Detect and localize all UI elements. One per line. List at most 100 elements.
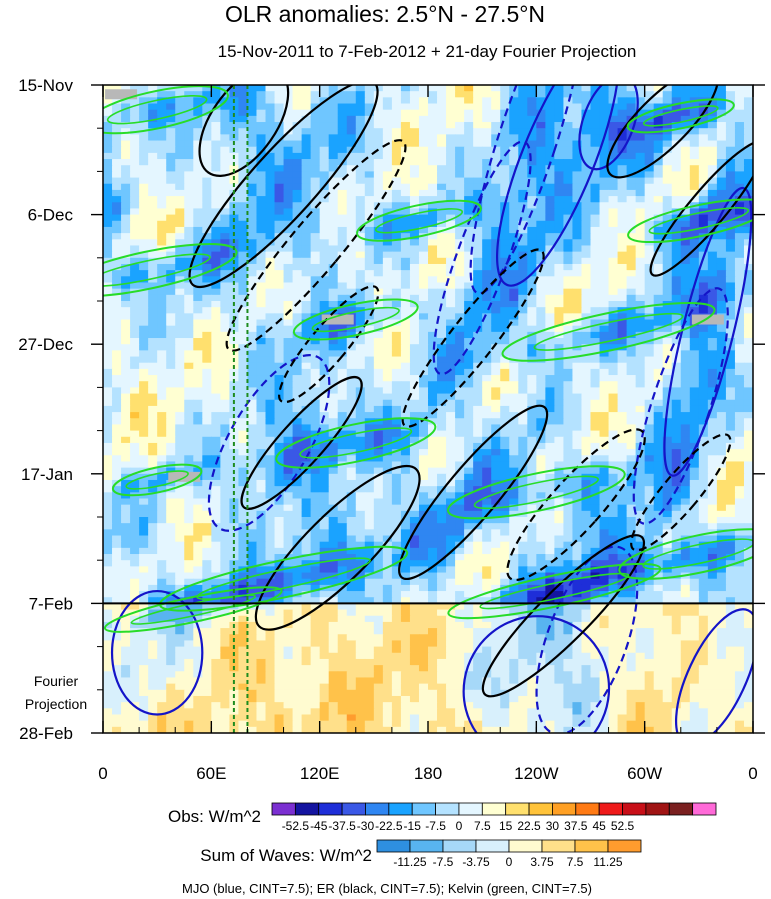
olr-cell	[698, 442, 709, 450]
olr-cell	[446, 362, 456, 370]
olr-cell	[175, 276, 185, 284]
olr-cell	[545, 220, 555, 228]
olr-cell	[364, 152, 375, 160]
olr-cell	[220, 245, 230, 253]
olr-cell	[473, 313, 483, 321]
olr-cell	[671, 418, 682, 426]
olr-cell	[491, 171, 501, 179]
olr-cell	[382, 109, 393, 117]
olr-cell	[400, 301, 411, 308]
olr-cell	[446, 412, 456, 419]
olr-cell	[707, 405, 718, 413]
olr-cell	[247, 109, 258, 117]
olr-cell	[698, 430, 709, 438]
olr-cell	[418, 399, 429, 407]
olr-cell	[256, 375, 267, 382]
olr-cell	[103, 381, 113, 388]
olr-cell	[671, 387, 682, 395]
olr-cell	[536, 473, 546, 481]
olr-cell	[455, 430, 465, 438]
olr-cell	[292, 319, 303, 327]
olr-cell	[130, 313, 140, 321]
olr-cell	[202, 146, 212, 154]
olr-cell	[283, 270, 294, 277]
olr-cell	[238, 146, 249, 154]
olr-cell	[346, 442, 357, 450]
olr-cell	[220, 412, 230, 419]
olr-cell	[617, 196, 628, 203]
olr-cell	[193, 492, 203, 500]
olr-cell	[626, 424, 637, 432]
olr-cell	[220, 430, 230, 438]
olr-cell	[310, 233, 321, 240]
olr-cell	[635, 381, 646, 388]
olr-cell	[554, 504, 565, 512]
olr-cell	[373, 498, 384, 506]
olr-cell	[292, 122, 303, 129]
olr-cell	[554, 288, 565, 296]
olr-cell	[743, 85, 753, 92]
olr-cell	[211, 97, 221, 105]
olr-cell	[337, 220, 348, 228]
olr-cell	[193, 424, 203, 432]
olr-cell	[743, 442, 753, 450]
olr-cell	[211, 208, 221, 216]
olr-cell	[473, 393, 483, 401]
olr-cell	[265, 356, 276, 364]
olr-cell	[175, 85, 185, 92]
olr-cell	[265, 97, 276, 105]
olr-cell	[635, 134, 646, 142]
olr-cell	[446, 331, 456, 339]
olr-cell	[229, 436, 240, 444]
olr-cell	[734, 152, 745, 160]
olr-cell	[418, 97, 429, 105]
olr-cell	[103, 436, 113, 444]
olr-cell	[139, 381, 149, 388]
olr-cell	[473, 282, 483, 290]
olr-cell	[446, 449, 456, 456]
olr-cell	[283, 313, 294, 321]
olr-cell	[680, 146, 691, 154]
olr-cell	[464, 436, 474, 444]
olr-cell	[220, 189, 230, 197]
olr-cell	[283, 208, 294, 216]
olr-cell	[671, 344, 682, 351]
olr-cell	[310, 344, 321, 351]
olr-cell	[698, 263, 709, 271]
olr-cell	[346, 263, 357, 271]
olr-cell	[545, 418, 555, 426]
olr-cell	[437, 128, 447, 135]
olr-cell	[409, 122, 420, 129]
olr-cell	[536, 115, 546, 123]
olr-cell	[229, 492, 240, 500]
olr-cell	[409, 196, 420, 203]
olr-cell	[590, 270, 601, 277]
olr-cell	[418, 424, 429, 432]
olr-cell	[184, 301, 194, 308]
olr-cell	[418, 461, 429, 469]
olr-cell	[337, 189, 348, 197]
olr-cell	[689, 362, 700, 370]
olr-cell	[337, 276, 348, 284]
olr-cell	[112, 362, 122, 370]
olr-cell	[509, 473, 519, 481]
olr-cell	[202, 307, 212, 314]
olr-cell	[716, 387, 727, 395]
olr-cell	[220, 214, 230, 222]
olr-cell	[590, 498, 601, 506]
olr-cell	[437, 319, 447, 327]
olr-cell	[698, 368, 709, 376]
olr-cell	[734, 251, 745, 259]
olr-cell	[157, 436, 167, 444]
olr-cell	[193, 226, 203, 234]
olr-cell	[734, 479, 745, 487]
olr-cell	[211, 479, 221, 487]
olr-cell	[265, 492, 276, 500]
olr-cell	[175, 325, 185, 333]
olr-cell	[581, 498, 592, 506]
olr-cell	[437, 375, 447, 382]
olr-cell	[608, 442, 619, 450]
olr-cell	[220, 356, 230, 364]
olr-cell	[157, 399, 167, 407]
olr-cell	[346, 405, 357, 413]
